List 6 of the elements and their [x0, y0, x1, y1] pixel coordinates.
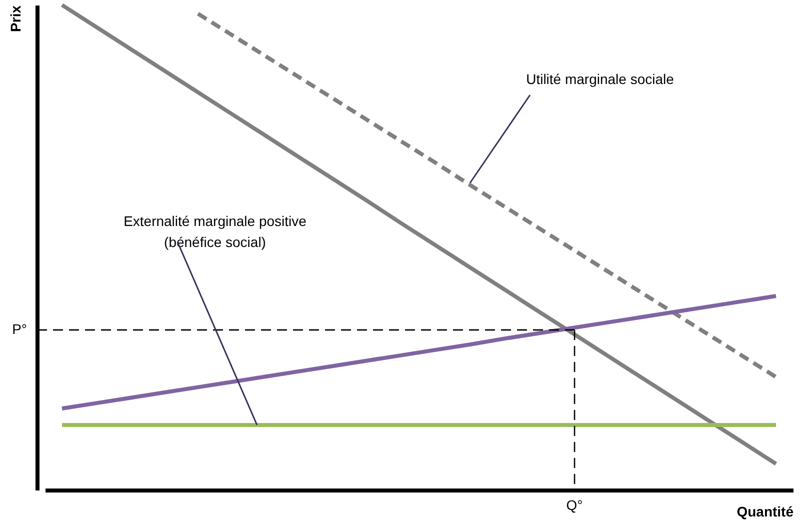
ref-line-label: P° — [12, 320, 27, 337]
text: Q° — [566, 497, 583, 513]
annotation: Externalité marginale positive (bénéfice social) — [124, 213, 307, 250]
annotation: Utilité marginale sociale — [526, 71, 674, 87]
x-axis-title: Quantité — [736, 504, 794, 520]
y-axis-title: Prix — [8, 5, 24, 32]
